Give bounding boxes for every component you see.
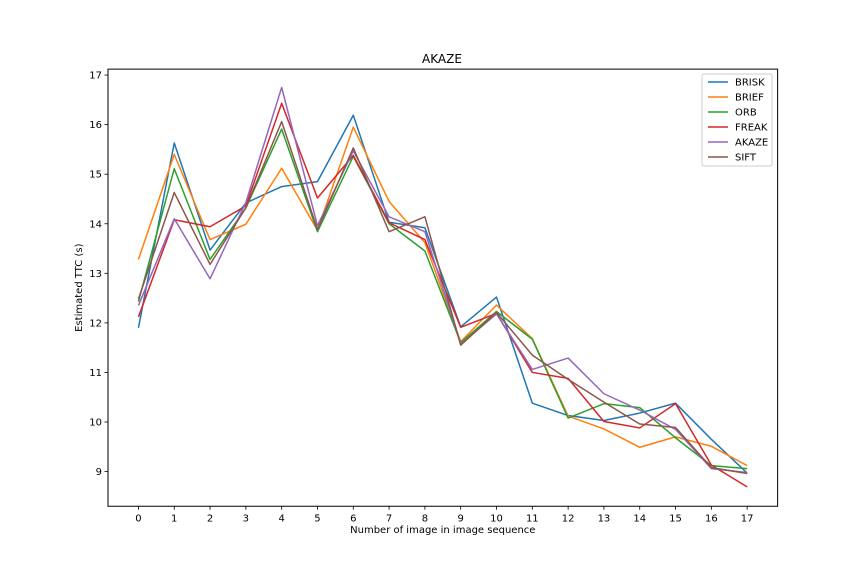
legend-items: BRISK BRIEF ORB FREAK AKAZE SIFT xyxy=(708,78,768,164)
series-line-brief xyxy=(137,126,748,467)
chart-title: AKAZE xyxy=(422,52,462,66)
x-tick-label: 4 xyxy=(278,513,284,524)
legend-label-freak: FREAK xyxy=(735,123,768,134)
series-line-brisk xyxy=(137,114,748,474)
x-tick-label: 8 xyxy=(422,513,428,524)
x-tick-label: 14 xyxy=(633,513,646,524)
y-tick-label: 12 xyxy=(89,318,102,329)
x-tick-label: 3 xyxy=(243,513,249,524)
x-tick-label: 7 xyxy=(386,513,392,524)
x-tick-label: 17 xyxy=(741,513,754,524)
y-tick-label: 9 xyxy=(96,467,102,478)
legend-label-akaze: AKAZE xyxy=(735,138,768,149)
y-tick-label: 13 xyxy=(89,269,102,280)
x-tick-label: 1 xyxy=(171,513,177,524)
x-tick-label: 9 xyxy=(458,513,464,524)
y-tick-label: 16 xyxy=(89,120,102,131)
y-tick-label: 15 xyxy=(89,170,102,181)
y-tick-label: 10 xyxy=(89,417,102,428)
series-line-akaze xyxy=(137,86,748,474)
x-axis-ticks: 0 1 2 3 4 5 6 7 8 9 10 11 12 13 14 15 16 17 xyxy=(135,506,754,524)
y-axis-ticks: 9 10 11 12 13 14 15 16 17 xyxy=(89,71,108,478)
x-tick-label: 10 xyxy=(490,513,503,524)
x-tick-label: 5 xyxy=(314,513,320,524)
legend-label-brisk: BRISK xyxy=(735,78,765,89)
legend-label-sift: SIFT xyxy=(735,153,757,164)
legend-label-orb: ORB xyxy=(735,108,757,119)
legend: BRISK BRIEF ORB FREAK AKAZE SIFT xyxy=(701,73,773,167)
legend-label-brief: BRIEF xyxy=(735,93,764,104)
x-tick-label: 15 xyxy=(669,513,682,524)
x-tick-label: 16 xyxy=(705,513,718,524)
plot-lines xyxy=(137,86,748,488)
x-tick-label: 12 xyxy=(562,513,575,524)
y-tick-label: 14 xyxy=(89,219,102,230)
plot-frame xyxy=(107,68,779,507)
x-tick-label: 13 xyxy=(598,513,611,524)
x-tick-label: 6 xyxy=(350,513,356,524)
x-tick-label: 11 xyxy=(526,513,539,524)
y-tick-label: 11 xyxy=(89,368,102,379)
x-tick-label: 0 xyxy=(135,513,141,524)
y-tick-label: 17 xyxy=(89,71,102,82)
x-tick-label: 2 xyxy=(207,513,213,524)
y-axis-label: Estimated TTC (s) xyxy=(74,243,85,331)
x-axis-label: Number of image in image sequence xyxy=(350,525,535,536)
series-line-sift xyxy=(137,120,748,475)
